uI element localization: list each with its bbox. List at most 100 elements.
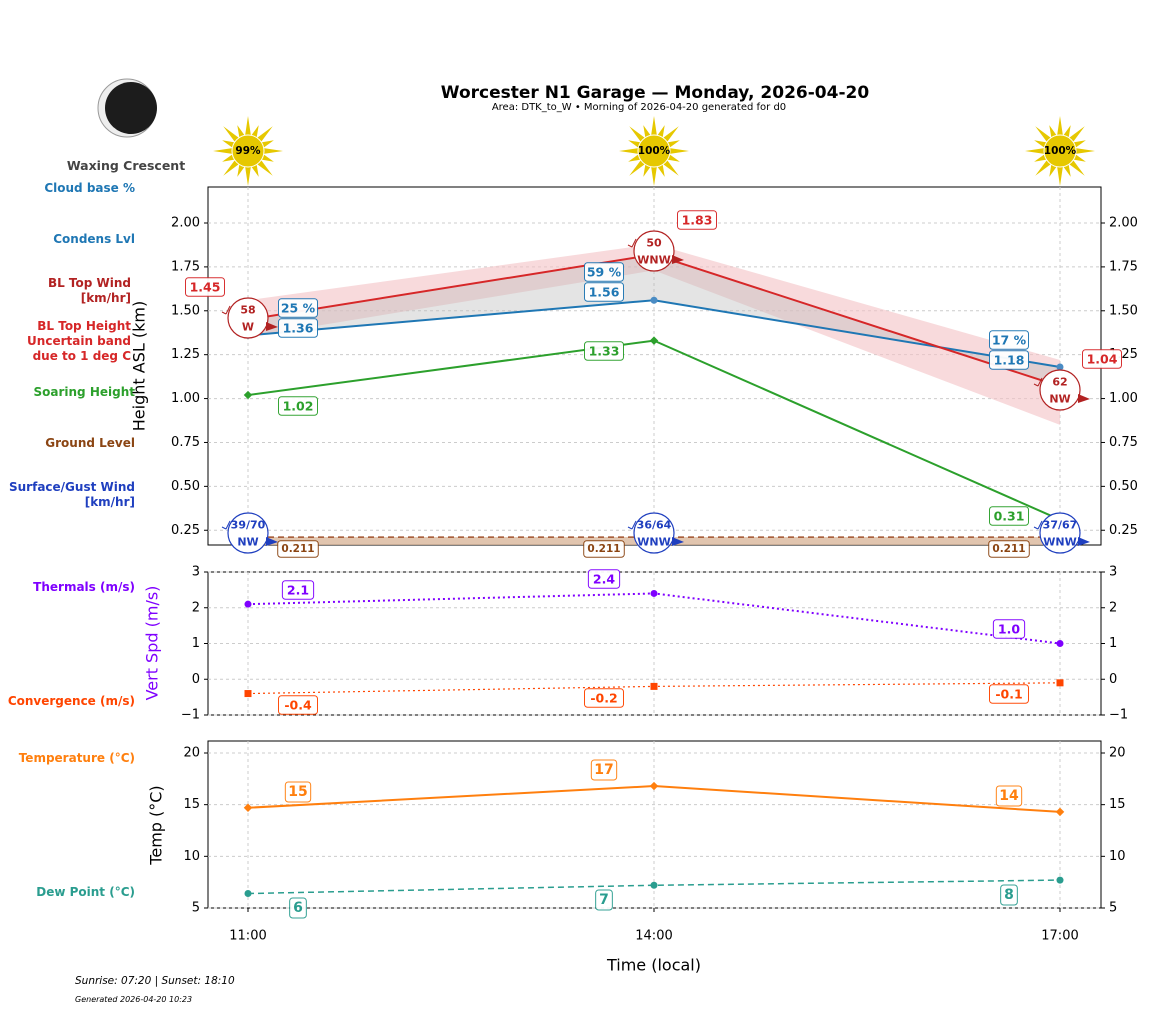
bl-top-label: 1.83 [682,213,713,228]
dew-point-point [650,881,658,889]
wind-arrow-icon [672,255,684,264]
wind-direction: W [242,321,254,334]
y-tick-label-left: 10 [183,849,200,864]
thermals-point [650,589,658,597]
soaring-label: 0.31 [994,509,1025,524]
bl-top-label-box [1082,349,1122,369]
y-tick-label-right: 10 [1109,849,1126,864]
wind-arrow-icon [1078,394,1090,403]
dew-point-point [1056,876,1064,884]
wind-speed: 37/67 [1043,519,1078,532]
sun-ray [619,116,689,186]
sun-ray [213,116,283,186]
sun-percent: 100% [638,145,671,157]
y-tick-label-right: 0.50 [1109,479,1138,494]
sun-icon [213,116,283,186]
wind-barb-icon [221,305,231,315]
label-surface-wind: Surface/Gust Wind [km/hr] [9,480,135,509]
wind-circle [1039,512,1081,554]
wind-speed: 36/64 [637,519,672,532]
thermals-point [1056,640,1064,647]
convergence-label: -0.1 [995,687,1022,702]
y-tick-label-right: 0 [1109,672,1117,687]
convergence-label: -0.2 [590,691,617,706]
condens-point [650,296,658,304]
temperature-point [1055,807,1065,817]
soaring-label-box [278,396,318,416]
convergence-point [650,682,658,690]
y-tick-label-left: 2 [192,600,200,615]
y-tick-label-left: 1.75 [171,259,200,274]
soaring-label: 1.02 [283,399,314,414]
dew-point-label-box [1000,884,1018,906]
dew-point-label: 7 [599,892,609,908]
y-tick-label-left: 5 [192,901,200,916]
x-tick-label: 17:00 [1041,929,1078,944]
y-tick-label-right: 3 [1109,565,1117,580]
y-tick-label-left: 1 [192,636,200,651]
y-tick-label-left: 3 [192,565,200,580]
convergence-point [1056,679,1064,687]
y-tick-label-right: −1 [1109,708,1128,723]
soaring-point [243,390,253,400]
label-condens: Condens Lvl [53,232,135,246]
ground-label-box [988,540,1030,558]
soaring-point [649,336,659,345]
y-axis-label-height: Height ASL (km) [130,301,149,431]
sun-disc [1043,134,1077,168]
wind-direction: WNW [637,254,670,267]
convergence-label-box [584,688,624,708]
thermals-label: 2.1 [287,583,309,598]
condens-label-box [278,318,318,338]
convergence-label-box [278,695,318,715]
wind-speed: 50 [646,237,662,250]
thermals-label: 1.0 [998,622,1020,637]
moon-icon [97,78,157,138]
y-tick-label-left: 20 [183,745,200,760]
thermals-label-box [281,580,315,600]
condens-label: 1.56 [589,285,620,300]
temperature-label-box [995,785,1023,807]
label-bl-height: BL Top Height Uncertain band due to 1 de… [27,319,131,363]
y-tick-label-left: 0.25 [171,523,200,538]
ground-label: 0.211 [587,543,620,555]
thermals-point [244,600,252,608]
label-thermals: Thermals (m/s) [33,580,135,594]
y-tick-label-right: 2.00 [1109,215,1138,230]
y-tick-label-left: 2.00 [171,215,200,230]
y-tick-label-right: 15 [1109,797,1126,812]
sun-percent: 99% [235,145,261,157]
wind-speed: 39/70 [231,519,266,532]
y-tick-label-left: 0.75 [171,435,200,450]
label-bl-wind: BL Top Wind [km/hr] [47,276,131,305]
y-tick-label-left: 0.50 [171,479,200,494]
y-tick-label-right: 2 [1109,600,1117,615]
y-tick-label-left: 1.00 [171,391,200,406]
y-tick-label-left: 1.50 [171,303,200,318]
cloud-base-label: 17 % [992,333,1027,348]
wind-direction: NW [1049,393,1070,406]
temperature-label: 14 [999,788,1019,804]
dew-point-line [247,879,1061,895]
cloud-base-label: 25 % [281,301,316,316]
wind-barb-icon [627,520,637,530]
wind-direction: WNW [637,536,670,549]
condens-label: 1.36 [283,321,314,336]
y-tick-label-right: 0.25 [1109,523,1138,538]
thermals-label: 2.4 [593,572,615,587]
wind-arrow-icon [266,537,278,546]
y-tick-label-right: 20 [1109,745,1126,760]
y-tick-label-right: 1.50 [1109,303,1138,318]
x-axis-label: Time (local) [606,956,701,975]
dew-point-point [244,890,252,898]
wind-arrow-icon [1078,537,1090,546]
bl-top-label-box [185,277,225,297]
soaring-label-box [584,341,624,361]
y-tick-label-right: 0.75 [1109,435,1138,450]
y-axis-label-vert: Vert Spd (m/s) [143,586,162,701]
wind-direction: WNW [1043,536,1076,549]
y-tick-label-left: 0 [192,672,200,687]
y-tick-label-left: 1.25 [171,347,200,362]
